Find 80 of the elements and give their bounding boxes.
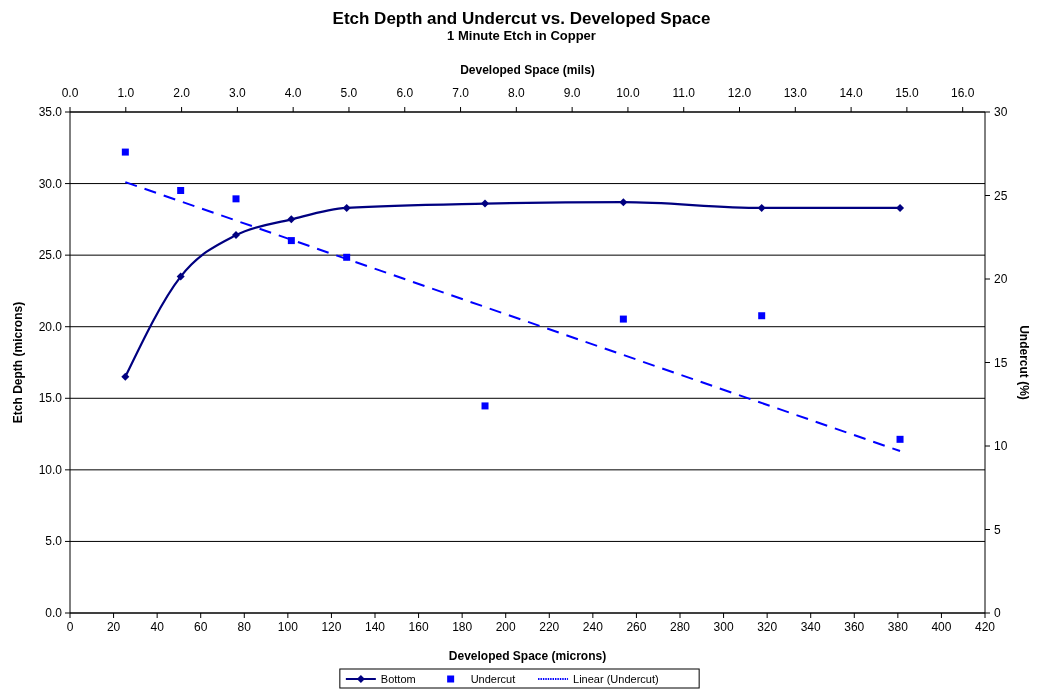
point	[177, 186, 185, 194]
y2-tick-label: 15	[994, 355, 1008, 370]
y-tick-label: 0.0	[45, 606, 63, 620]
point	[481, 402, 489, 410]
x2-tick-label: 7.0	[452, 86, 470, 100]
point	[232, 231, 241, 240]
x2-tick-label: 14.0	[839, 86, 864, 100]
x-tick-label: 240	[582, 620, 604, 634]
x-tick-label: 340	[800, 620, 822, 634]
legend-label: Linear (Undercut)	[573, 673, 659, 685]
point	[619, 315, 627, 323]
y-tick-label: 15.0	[38, 391, 63, 406]
x2-tick-label: 15.0	[895, 86, 919, 100]
x2-tick-label: 12.0	[727, 86, 752, 100]
x-tick-label: 420	[974, 620, 996, 634]
point	[176, 272, 185, 281]
y2-tick-label: 0	[994, 606, 1001, 620]
x-tick-label: 300	[713, 620, 734, 634]
x2-tick-label: 3.0	[229, 86, 247, 100]
x2-tick-label: 5.0	[340, 86, 358, 100]
x2-tick-label: 9.0	[563, 86, 581, 100]
x-tick-label: 60	[194, 620, 208, 634]
x-tick-label: 160	[408, 620, 429, 634]
x-tick-label: 360	[844, 620, 865, 634]
legend-label: Bottom	[380, 673, 416, 685]
x2-tick-label: 8.0	[508, 86, 526, 100]
x2-axis-title: Developed Space (mils)	[460, 63, 595, 77]
x2-tick-label: 1.0	[117, 86, 135, 100]
chart-title: Etch Depth and Undercut vs. Developed Space	[332, 9, 711, 28]
y2-axis-title: Undercut (%)	[1017, 325, 1031, 400]
point	[896, 203, 905, 212]
point	[757, 203, 766, 212]
x-tick-label: 400	[931, 620, 952, 634]
x2-tick-label: 0.0	[61, 86, 79, 100]
point	[121, 372, 130, 381]
point	[758, 312, 766, 320]
x2-tick-label: 2.0	[173, 86, 191, 100]
legend-label: Undercut	[470, 673, 516, 685]
x2-tick-label: 13.0	[783, 86, 808, 100]
x-axis-title: Developed Space (microns)	[448, 649, 607, 663]
point	[232, 195, 240, 203]
x-tick-label: 80	[237, 620, 252, 634]
x-tick-label: 320	[757, 620, 778, 634]
point	[481, 199, 490, 208]
x-tick-label: 220	[539, 620, 560, 634]
y2-tick-label: 25	[994, 188, 1008, 203]
x-tick-label: 20	[106, 620, 121, 634]
x2-tick-label: 16.0	[951, 86, 975, 100]
x-tick-label: 100	[277, 620, 299, 634]
x-tick-label: 0	[66, 620, 74, 634]
x-tick-label: 180	[452, 620, 473, 634]
y-tick-label: 10.0	[38, 462, 63, 477]
x2-tick-label: 6.0	[396, 86, 414, 100]
y-axis-title: Etch Depth (microns)	[11, 301, 25, 424]
x-tick-label: 260	[626, 620, 647, 634]
y-tick-label: 35.0	[38, 105, 63, 119]
point	[896, 435, 904, 443]
point	[342, 203, 351, 212]
x-tick-label: 40	[150, 620, 165, 634]
x2-tick-label: 4.0	[284, 86, 302, 100]
x-tick-label: 120	[321, 620, 342, 634]
x2-tick-label: 10.0	[616, 86, 640, 100]
x-tick-label: 200	[495, 620, 517, 634]
x-tick-label: 280	[669, 620, 691, 634]
y2-tick-label: 5	[994, 522, 1001, 537]
chart-subtitle: 1 Minute Etch in Copper	[447, 28, 596, 43]
x-tick-label: 380	[887, 620, 909, 634]
point	[619, 198, 628, 207]
y2-tick-label: 10	[994, 439, 1008, 453]
point	[121, 148, 129, 156]
x2-tick-label: 11.0	[672, 86, 696, 100]
point	[287, 215, 296, 224]
y2-tick-label: 20	[994, 272, 1008, 286]
x-tick-label: 140	[364, 620, 386, 634]
point	[287, 237, 295, 245]
y-tick-label: 5.0	[45, 534, 63, 549]
y2-tick-label: 30	[994, 105, 1008, 119]
y-tick-label: 20.0	[38, 319, 63, 334]
y-tick-label: 30.0	[38, 176, 63, 191]
y-tick-label: 25.0	[38, 248, 63, 263]
